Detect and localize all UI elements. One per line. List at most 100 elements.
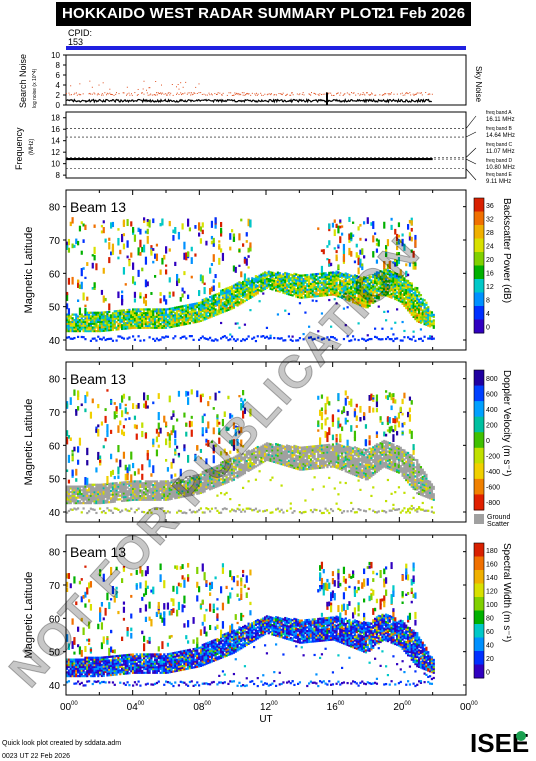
scatter-cell <box>271 277 274 280</box>
scatter-cell <box>313 287 316 291</box>
scatter-cell <box>350 294 353 298</box>
scatter-cell <box>245 297 248 300</box>
scatter-cell <box>348 281 351 284</box>
scatter-cell <box>159 315 162 318</box>
scatter-cell <box>100 496 104 499</box>
scatter-cell <box>100 501 104 505</box>
scatter-cell <box>108 323 111 326</box>
scatter-cell <box>385 288 388 291</box>
scatter-cell <box>77 330 80 333</box>
scatter-cell <box>154 487 157 490</box>
sparse-echo <box>159 222 162 227</box>
scatter-cell <box>298 280 302 283</box>
scatter-cell <box>262 274 265 277</box>
scatter-cell <box>71 317 74 320</box>
scatter-cell <box>143 321 146 324</box>
low-lat-echo <box>161 507 164 510</box>
scatter-cell <box>366 285 369 289</box>
sky-noise-point <box>109 88 111 90</box>
scatter-cell <box>187 488 190 492</box>
sparse-echo <box>214 392 217 401</box>
scatter-cell <box>148 484 151 487</box>
scatter-cell <box>385 277 388 280</box>
colorbar-tick-label: 4 <box>486 311 490 318</box>
scatter-cell <box>247 277 250 280</box>
scatter-cell <box>203 301 206 305</box>
mid-echo <box>374 327 377 330</box>
low-lat-echo <box>326 336 329 339</box>
low-lat-echo <box>278 337 281 340</box>
scatter-cell <box>185 319 188 322</box>
sparse-echo <box>357 226 360 231</box>
scatter-cell <box>122 497 126 501</box>
sparse-echo <box>66 291 69 296</box>
scatter-cell <box>117 311 120 314</box>
cpid-value: 153 <box>68 37 83 47</box>
scatter-cell <box>394 290 397 293</box>
scatter-cell <box>293 285 296 288</box>
low-lat-echo <box>69 508 72 511</box>
sky-noise-point <box>154 94 156 96</box>
sky-noise-point <box>351 92 352 94</box>
scatter-cell <box>416 309 419 312</box>
scatter-cell <box>423 317 426 320</box>
sparse-echo <box>97 451 100 460</box>
scatter-cell <box>66 496 69 499</box>
scatter-cell <box>86 502 89 505</box>
scatter-cell <box>289 277 292 280</box>
scatter-cell <box>238 303 241 306</box>
sparse-echo <box>339 236 342 244</box>
scatter-cell <box>408 287 412 290</box>
scatter-cell <box>300 278 303 281</box>
scatter-cell <box>291 275 294 279</box>
scatter-cell <box>152 324 155 328</box>
scatter-cell <box>121 318 124 321</box>
low-lat-echo <box>154 507 157 511</box>
scatter-cell <box>163 485 166 489</box>
scatter-cell <box>119 324 122 327</box>
scatter-cell <box>71 489 74 492</box>
scatter-cell <box>264 271 267 274</box>
low-lat-echo <box>108 509 111 512</box>
low-lat-echo <box>146 511 149 515</box>
scatter-cell <box>368 282 371 285</box>
scatter-cell <box>181 305 184 308</box>
sparse-echo <box>212 285 215 292</box>
scatter-cell <box>99 311 102 314</box>
sky-noise-point <box>165 93 167 95</box>
scatter-cell <box>155 308 159 311</box>
sky-noise-point <box>366 92 367 94</box>
sparse-echo <box>410 220 413 226</box>
scatter-cell <box>375 287 379 290</box>
scatter-cell <box>267 279 270 283</box>
scatter-cell <box>313 278 316 281</box>
low-lat-echo <box>106 507 109 510</box>
sky-noise-point <box>76 94 78 96</box>
scatter-cell <box>408 282 412 285</box>
sky-noise-point <box>184 92 186 94</box>
scatter-cell <box>203 303 206 306</box>
scatter-cell <box>170 312 173 316</box>
scatter-cell <box>181 484 184 487</box>
scatter-cell <box>176 317 179 320</box>
sky-noise-point <box>93 92 95 94</box>
mid-echo <box>344 324 347 327</box>
scatter-cell <box>102 492 105 495</box>
sparse-echo <box>181 223 184 230</box>
scatter-cell <box>368 304 371 307</box>
scatter-cell <box>75 326 78 329</box>
scatter-cell <box>282 275 285 278</box>
scatter-cell <box>106 318 109 321</box>
scatter-cell <box>121 316 124 320</box>
scatter-cell <box>111 489 115 492</box>
scatter-cell <box>128 314 131 317</box>
scatter-cell <box>86 315 89 318</box>
scatter-cell <box>187 483 190 486</box>
scatter-cell <box>143 491 146 494</box>
scatter-cell <box>379 277 382 280</box>
scatter-cell <box>185 311 188 315</box>
scatter-cell <box>89 315 93 318</box>
sparse-echo <box>86 391 89 397</box>
scatter-cell <box>427 311 430 314</box>
scatter-cell <box>282 287 285 291</box>
